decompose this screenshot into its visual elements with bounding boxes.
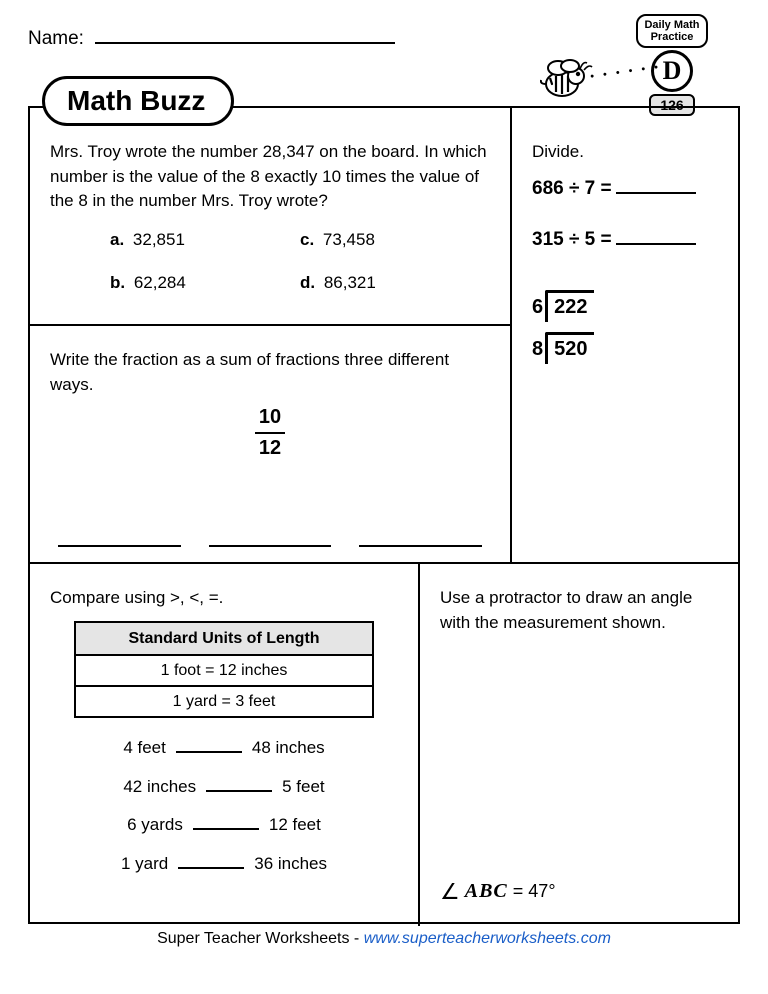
question-protractor: Use a protractor to draw an angle with t… — [420, 564, 740, 924]
fraction-blanks — [50, 533, 490, 547]
table-row: 1 foot = 12 inches — [76, 656, 372, 687]
footer-text: Super Teacher Worksheets - — [157, 930, 364, 947]
fraction: 10 12 — [50, 403, 490, 463]
choice-d[interactable]: d. 86,321 — [300, 271, 490, 296]
worksheet-title: Math Buzz — [42, 76, 234, 126]
angle-value: = 47° — [508, 881, 556, 901]
compare-row: 4 feet 48 inches — [50, 736, 398, 761]
fraction-denominator: 12 — [50, 434, 490, 463]
cmp-right: 5 feet — [282, 777, 325, 796]
fraction-numerator: 10 — [255, 403, 285, 434]
question-compare: Compare using >, <, =. Standard Units of… — [30, 564, 418, 924]
cmp-left: 6 yards — [127, 815, 183, 834]
cmp-left: 1 yard — [121, 854, 168, 873]
compare-row: 42 inches 5 feet — [50, 775, 398, 800]
angle-icon: ∠ — [440, 879, 460, 904]
badge-line1: Daily Math — [644, 19, 699, 31]
question-place-value: Mrs. Troy wrote the number 28,347 on the… — [30, 108, 510, 324]
cmp-blank[interactable] — [206, 780, 272, 792]
badge-line2: Practice — [651, 31, 694, 43]
cmp-right: 48 inches — [252, 738, 325, 757]
question-fraction-sum: Write the fraction as a sum of fractions… — [30, 326, 510, 562]
eq2: 315 ÷ 5 = — [532, 226, 720, 254]
question-divide: Divide. 686 ÷ 7 = 315 ÷ 5 = 6222 8520 — [512, 108, 740, 562]
ld1-dividend: 222 — [545, 290, 593, 322]
name-label: Name: — [28, 28, 84, 49]
badge-title: Daily Math Practice — [636, 14, 707, 48]
angle-name: ABC — [465, 880, 508, 902]
cmp-left: 4 feet — [123, 738, 166, 757]
cmp-left: 42 inches — [123, 777, 196, 796]
eq2-text: 315 ÷ 5 = — [532, 229, 612, 250]
eq1: 686 ÷ 7 = — [532, 175, 720, 203]
ld2-divisor: 8 — [532, 335, 545, 364]
worksheet-grid: Mrs. Troy wrote the number 28,347 on the… — [28, 106, 740, 924]
table-row: 1 yard = 3 feet — [76, 687, 372, 716]
q3-prompt: Write the fraction as a sum of fractions… — [50, 348, 490, 397]
choice-d-text: 86,321 — [324, 273, 376, 292]
cmp-blank[interactable] — [176, 741, 242, 753]
ld1-divisor: 6 — [532, 293, 545, 322]
blank-2[interactable] — [209, 533, 332, 547]
longdiv-1[interactable]: 6222 — [532, 290, 594, 322]
compare-row: 1 yard 36 inches — [50, 852, 398, 877]
q4-prompt: Compare using >, <, =. — [50, 586, 398, 611]
q2-prompt: Divide. — [532, 140, 720, 165]
choice-c[interactable]: c. 73,458 — [300, 228, 490, 253]
footer-link[interactable]: www.superteacherworksheets.com — [364, 930, 611, 947]
units-table: Standard Units of Length 1 foot = 12 inc… — [74, 621, 374, 719]
cmp-right: 12 feet — [269, 815, 321, 834]
cmp-blank[interactable] — [193, 818, 259, 830]
choice-a[interactable]: a. 32,851 — [110, 228, 300, 253]
compare-row: 6 yards 12 feet — [50, 813, 398, 838]
longdiv-2[interactable]: 8520 — [532, 332, 594, 364]
eq2-blank[interactable] — [616, 233, 696, 245]
footer: Super Teacher Worksheets - www.superteac… — [28, 930, 740, 948]
q1-prompt: Mrs. Troy wrote the number 28,347 on the… — [50, 140, 490, 214]
blank-3[interactable] — [359, 533, 482, 547]
choice-b[interactable]: b. 62,284 — [110, 271, 300, 296]
angle-label: ∠ ABC = 47° — [440, 876, 556, 908]
cmp-right: 36 inches — [254, 854, 327, 873]
choice-b-text: 62,284 — [134, 273, 186, 292]
q1-choices: a. 32,851 c. 73,458 b. 62,284 d. 86,321 — [50, 228, 490, 313]
blank-1[interactable] — [58, 533, 181, 547]
choice-c-text: 73,458 — [323, 230, 375, 249]
eq1-blank[interactable] — [616, 182, 696, 194]
table-header: Standard Units of Length — [76, 623, 372, 656]
eq1-text: 686 ÷ 7 = — [532, 178, 612, 199]
cmp-blank[interactable] — [178, 857, 244, 869]
choice-a-text: 32,851 — [133, 230, 185, 249]
name-blank[interactable] — [95, 30, 395, 44]
ld2-dividend: 520 — [545, 332, 593, 364]
q5-prompt: Use a protractor to draw an angle with t… — [440, 586, 720, 635]
